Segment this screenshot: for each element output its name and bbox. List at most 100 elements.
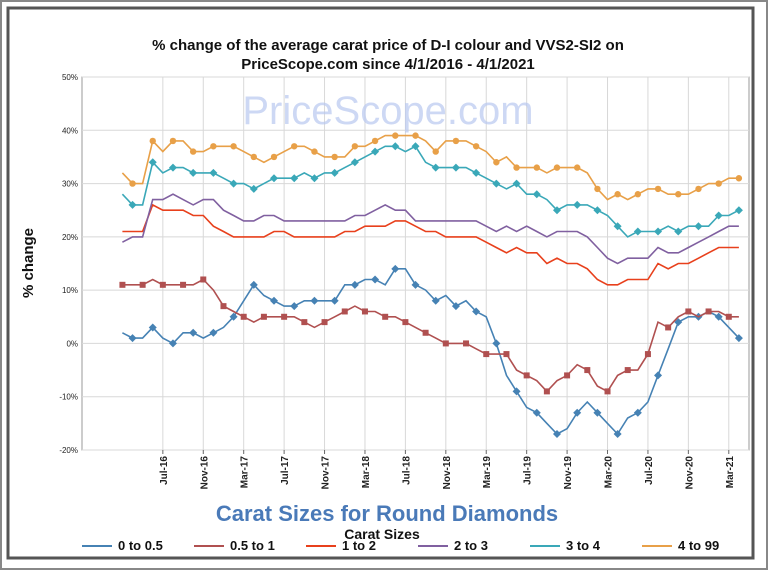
data-point [361, 308, 368, 315]
y-tick-label: 30% [62, 180, 78, 189]
data-point [189, 148, 197, 155]
data-point [330, 168, 339, 177]
x-axis-label: Carat Sizes [344, 526, 420, 542]
data-point [552, 206, 561, 215]
data-point [168, 163, 177, 172]
data-point [543, 388, 550, 395]
data-point [402, 319, 409, 326]
data-point [411, 280, 420, 289]
data-point [249, 280, 258, 289]
data-point [139, 281, 146, 288]
data-point [290, 174, 299, 183]
data-point [654, 371, 663, 380]
data-point [270, 153, 278, 161]
data-point [512, 387, 521, 396]
data-point [422, 329, 429, 336]
data-point [209, 168, 218, 177]
y-tick-label: 50% [62, 73, 78, 82]
y-axis-label: % change [20, 228, 37, 298]
y-tick-label: 10% [62, 286, 78, 295]
y-tick-label: -20% [59, 446, 78, 455]
data-point [694, 222, 703, 231]
x-tick-label: Nov-17 [321, 456, 332, 490]
data-point [128, 200, 137, 209]
data-point [695, 185, 702, 193]
data-point [350, 158, 359, 167]
data-point [493, 159, 500, 166]
data-point [351, 143, 359, 150]
data-point [250, 153, 258, 161]
chart-subtitle: PriceScope.com since 4/1/2016 - 4/1/2021 [241, 56, 535, 73]
data-point [503, 351, 510, 358]
x-tick-label: Nov-18 [442, 456, 453, 490]
legend-label: 0 to 0.5 [118, 538, 163, 553]
data-point [675, 191, 682, 198]
data-point [573, 200, 582, 209]
x-tick-label: Jul-17 [280, 456, 291, 485]
data-point [714, 211, 723, 220]
data-point [119, 281, 126, 288]
data-point [169, 137, 177, 145]
y-tick-label: 20% [62, 233, 78, 242]
data-point [249, 184, 258, 193]
data-point [200, 276, 207, 283]
data-point [220, 303, 227, 310]
data-point [553, 164, 561, 171]
data-point [644, 351, 651, 358]
data-point [483, 351, 490, 358]
data-point [371, 275, 380, 284]
data-point [168, 339, 177, 348]
data-point [532, 190, 541, 199]
data-point [715, 180, 722, 187]
data-point [148, 158, 157, 167]
data-point [209, 328, 218, 337]
y-tick-label: 0% [66, 339, 78, 348]
data-point [472, 168, 481, 177]
x-tick-label: Jul-19 [523, 456, 534, 485]
data-point [552, 430, 561, 439]
data-point [431, 296, 440, 305]
data-point [291, 143, 298, 150]
data-point [148, 323, 157, 332]
data-point [270, 296, 279, 305]
data-point [321, 319, 328, 326]
data-point [604, 388, 611, 395]
data-point [674, 318, 683, 327]
data-point [634, 191, 642, 198]
series-line-2 [122, 203, 739, 286]
data-point [674, 227, 683, 236]
data-point [371, 137, 379, 145]
data-point [665, 324, 672, 331]
data-point [533, 164, 540, 171]
x-tick-label: Mar-19 [482, 456, 493, 489]
x-tick-label: Nov-19 [563, 456, 574, 490]
legend-label: 1 to 2 [342, 538, 376, 553]
data-point [573, 408, 582, 417]
data-point [492, 339, 501, 348]
x-tick-label: Mar-17 [240, 456, 251, 489]
data-point [523, 372, 530, 379]
data-point [128, 334, 137, 343]
data-point [129, 180, 136, 187]
data-point [412, 132, 419, 139]
data-point [229, 312, 238, 321]
data-point [301, 319, 308, 326]
data-point [432, 148, 439, 155]
data-point [371, 147, 380, 156]
data-point [391, 264, 400, 273]
data-point [633, 408, 642, 417]
data-point [472, 143, 480, 150]
data-point [714, 312, 723, 321]
data-point [584, 367, 591, 374]
data-point [512, 179, 521, 188]
x-axis-big-label: Carat Sizes for Round Diamonds [216, 501, 558, 526]
data-point [513, 164, 520, 171]
x-tick-label: Jul-18 [401, 456, 412, 485]
data-point [330, 296, 339, 305]
data-point [189, 328, 198, 337]
data-point [210, 143, 217, 150]
data-point [654, 185, 662, 193]
data-point [442, 340, 449, 347]
chart-title: % change of the average carat price of D… [152, 37, 624, 54]
